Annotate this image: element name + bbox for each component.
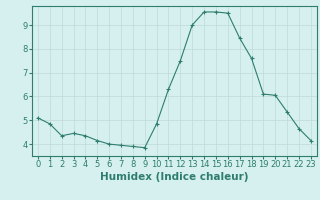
X-axis label: Humidex (Indice chaleur): Humidex (Indice chaleur)	[100, 172, 249, 182]
